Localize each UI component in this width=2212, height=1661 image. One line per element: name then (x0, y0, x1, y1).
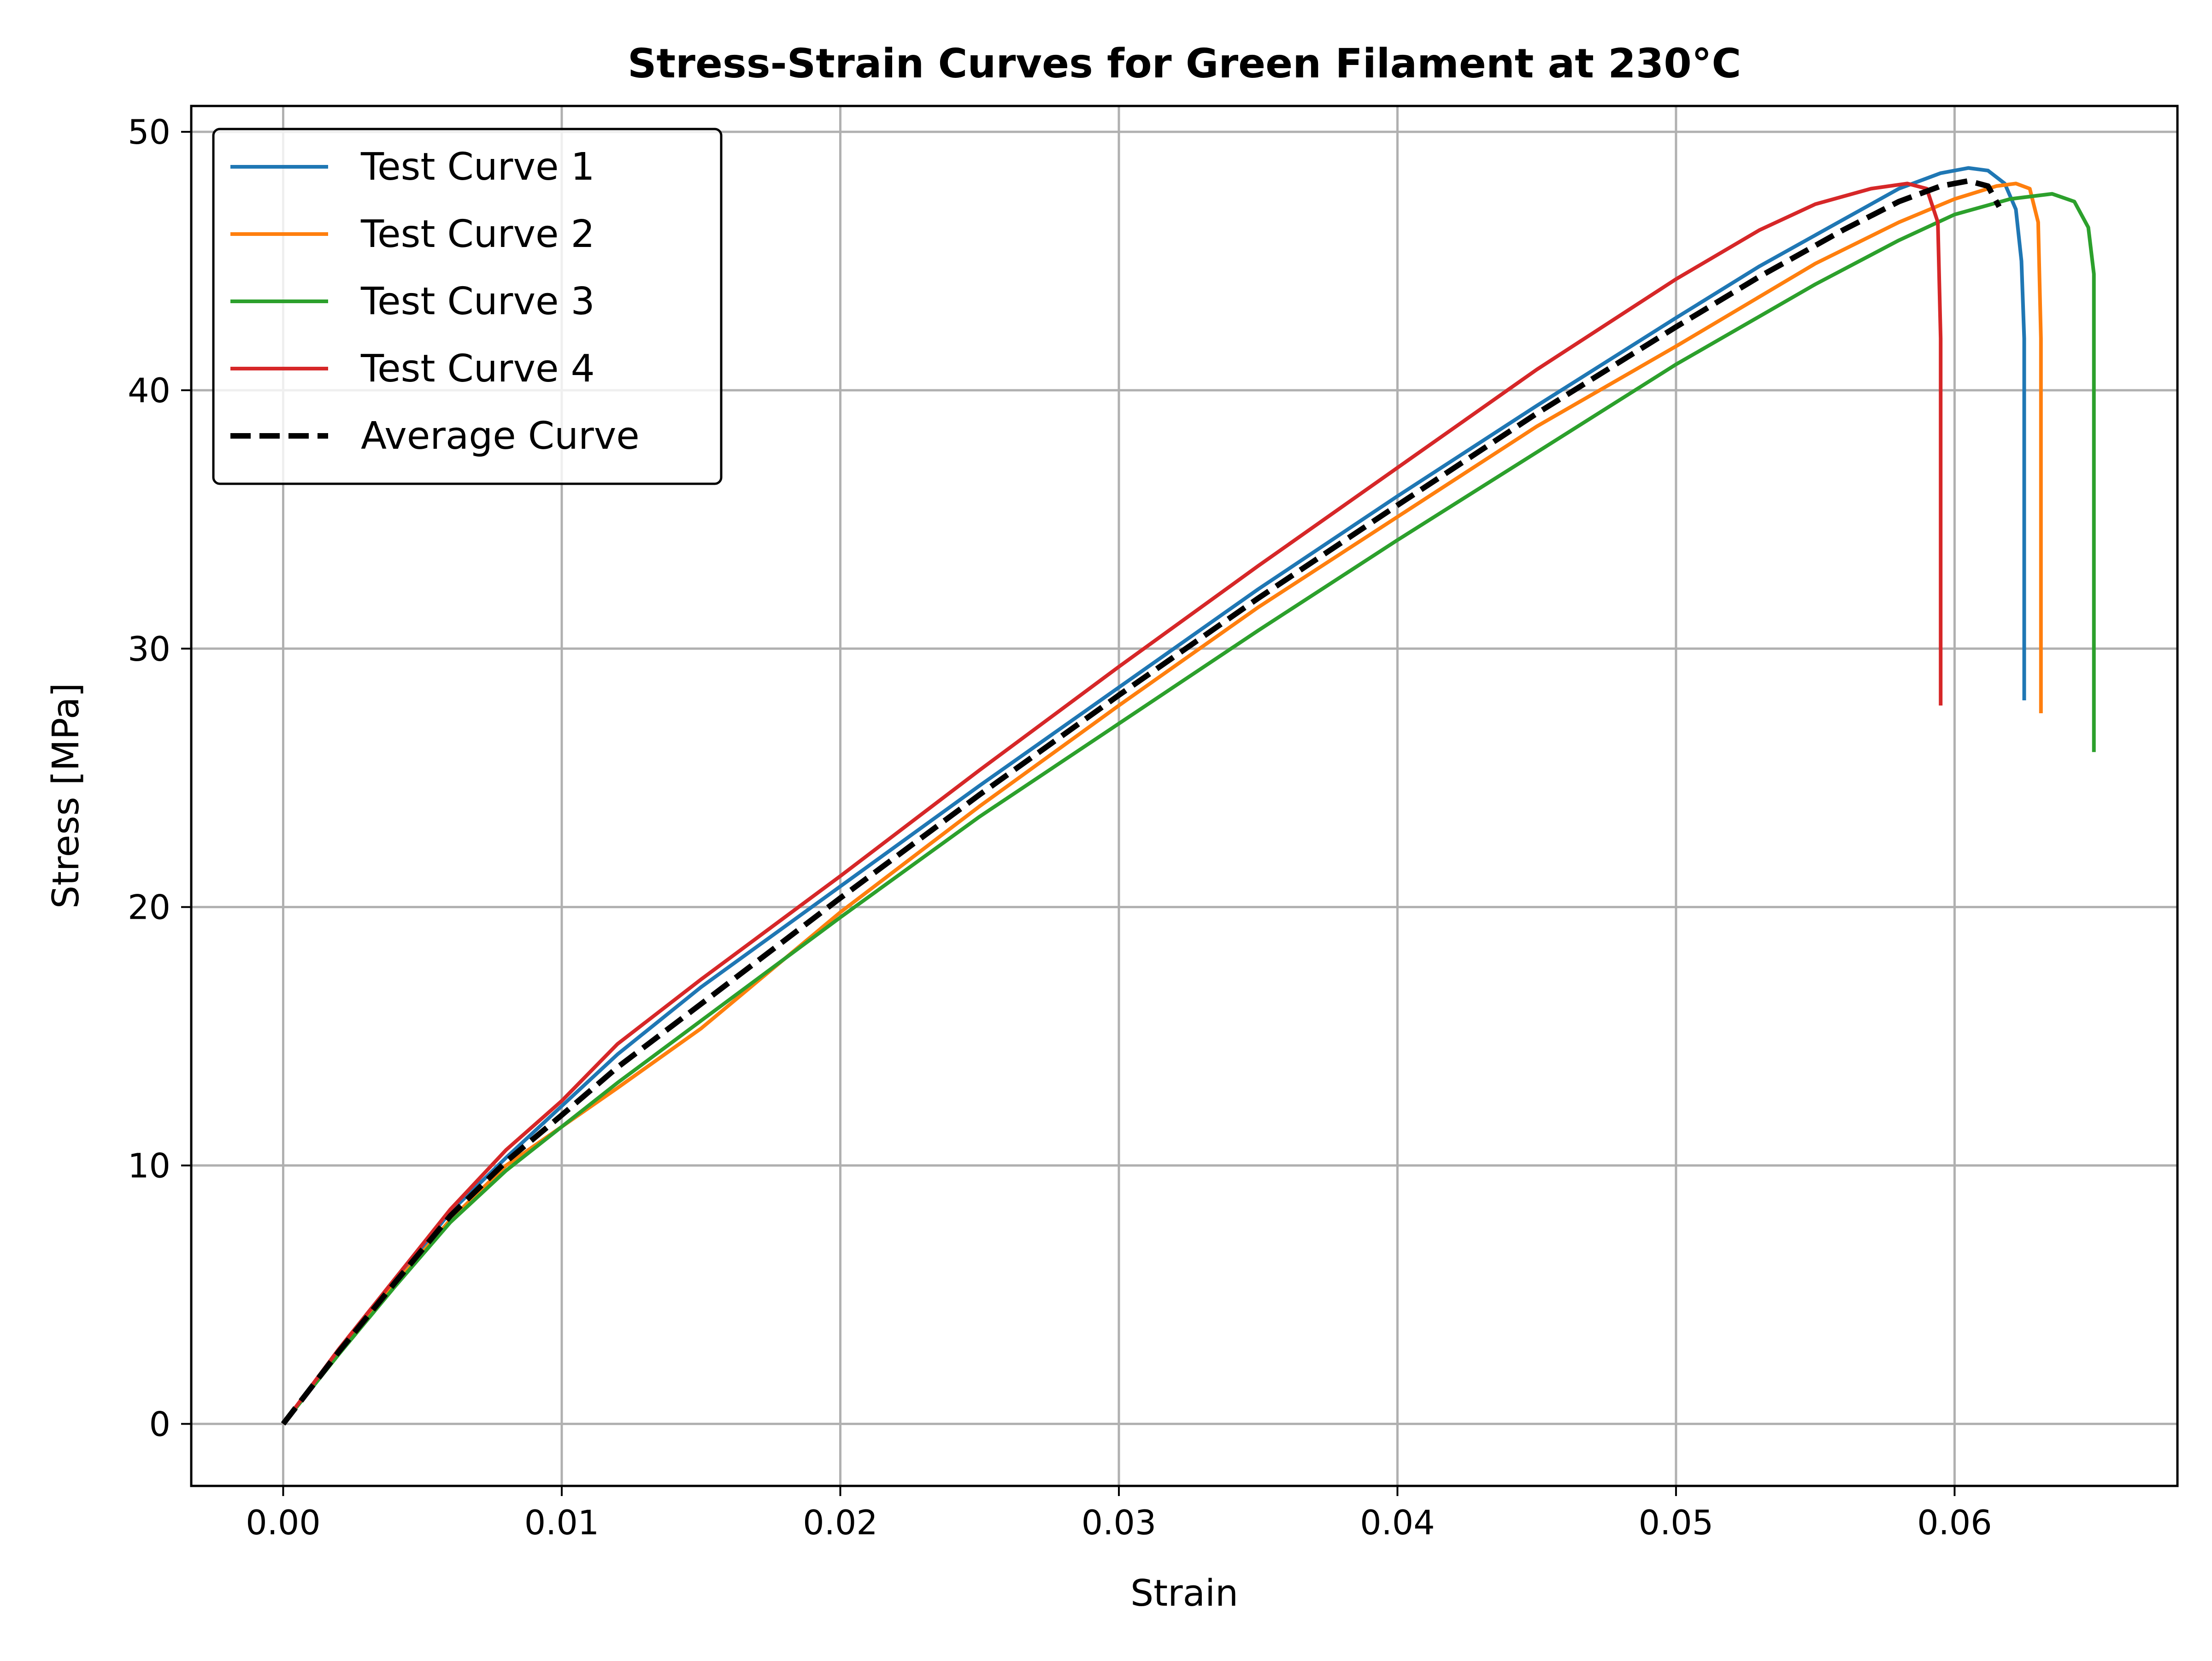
ticks: 0.00 0.01 0.02 0.03 0.04 0.05 0.06 0 10 20 30 40 50 (128, 113, 1992, 1543)
legend-box (212, 128, 723, 485)
legend-items: Test Curve 1 Test Curve 2 Test Curve 3 Test… (230, 145, 640, 458)
x-tick-label: 0.04 (1360, 1503, 1435, 1543)
x-tick-label: 0.06 (1917, 1503, 1992, 1543)
legend-label: Average Curve (361, 414, 640, 458)
y-tick-label: 50 (128, 113, 171, 152)
x-tick-label: 0.01 (524, 1503, 600, 1543)
y-tick-label: 0 (149, 1405, 171, 1444)
legend-label: Test Curve 4 (360, 347, 595, 391)
y-tick-label: 10 (128, 1147, 171, 1186)
series-line-test-curve-1 (282, 166, 2026, 1425)
series-line-average-curve (281, 178, 2002, 1426)
series-line-test-curve-2 (282, 182, 2043, 1425)
chart-title: Stress-Strain Curves for Green Filament … (628, 40, 1741, 87)
x-axis-title: Strain (1130, 1572, 1238, 1614)
legend: Test Curve 1 Test Curve 2 Test Curve 3 Test… (212, 128, 723, 485)
y-tick-label: 30 (128, 630, 171, 669)
series-line-test-curve-4 (282, 182, 1943, 1425)
legend-label: Test Curve 2 (360, 212, 595, 256)
legend-label: Test Curve 3 (360, 280, 595, 323)
x-tick-label: 0.02 (803, 1503, 878, 1543)
plot-frame (190, 105, 2179, 1487)
series-line-test-curve-3 (282, 192, 2096, 1425)
y-tick-label: 40 (128, 371, 171, 411)
x-tick-label: 0.05 (1639, 1503, 1714, 1543)
y-tick-label: 20 (128, 888, 171, 927)
legend-label: Test Curve 1 (360, 145, 595, 189)
x-tick-label: 0.00 (246, 1503, 321, 1543)
series-layer (281, 166, 2096, 1426)
y-axis-title: Stress [MPa] (45, 683, 87, 909)
x-tick-label: 0.03 (1082, 1503, 1157, 1543)
